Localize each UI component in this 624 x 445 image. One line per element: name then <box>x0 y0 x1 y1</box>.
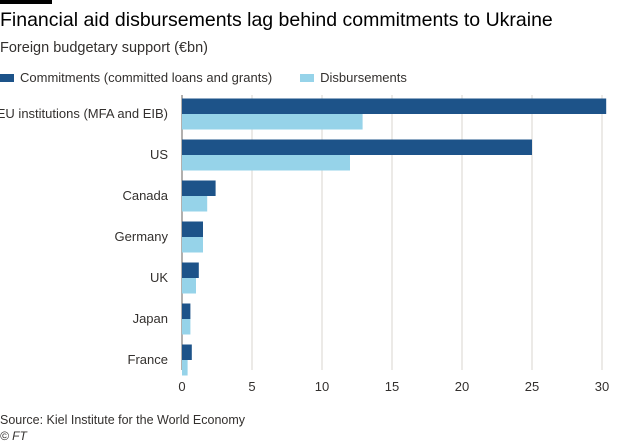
legend-label-commitments: Commitments (committed loans and grants) <box>20 70 273 85</box>
bar-disbursements-germany <box>182 237 203 253</box>
chart-title: Financial aid disbursements lag behind c… <box>0 9 553 31</box>
category-label-us: US <box>150 147 168 162</box>
chart-subtitle: Foreign budgetary support (€bn) <box>0 40 208 56</box>
legend-swatch-disbursements <box>300 73 315 82</box>
category-label-germany: Germany <box>115 229 169 244</box>
x-tick-label-5: 5 <box>248 379 255 394</box>
bar-disbursements-japan <box>182 319 191 335</box>
x-tick-label-0: 0 <box>178 379 185 394</box>
x-tick-label-15: 15 <box>385 379 399 394</box>
legend-label-disbursements: Disbursements <box>320 70 407 85</box>
x-tick-label-20: 20 <box>455 379 469 394</box>
legend-item-disbursements: Disbursements <box>300 70 407 85</box>
brand-rule <box>0 0 52 4</box>
bar-commitments-france <box>182 344 192 360</box>
bar-chart: 0 5 10 15 20 25 30 EU institutions (MFA and EIB… <box>0 95 609 394</box>
bar-disbursements-uk <box>182 278 196 294</box>
bar-commitments-us <box>182 139 532 155</box>
bar-commitments-eu-institutions-mfa-and-eib <box>182 98 607 114</box>
bar-disbursements-france <box>182 360 188 376</box>
x-tick-label-30: 30 <box>595 379 609 394</box>
bar-commitments-canada <box>182 180 216 196</box>
legend-item-commitments: Commitments (committed loans and grants) <box>0 70 272 85</box>
category-label-japan: Japan <box>133 311 168 326</box>
source-note: Source: Kiel Institute for the World Eco… <box>0 413 246 427</box>
bar-disbursements-us <box>182 155 350 171</box>
category-label-france: France <box>128 352 168 367</box>
bar-commitments-japan <box>182 303 191 319</box>
category-label-eu-institutions-mfa-and-eib: EU institutions (MFA and EIB) <box>0 106 168 121</box>
bar-disbursements-canada <box>182 196 208 212</box>
category-label-canada: Canada <box>122 188 168 203</box>
bar-disbursements-eu-institutions-mfa-and-eib <box>182 114 363 130</box>
x-tick-label-25: 25 <box>525 379 539 394</box>
copyright-note: © FT <box>0 429 27 443</box>
chart-legend: Commitments (committed loans and grants)… <box>0 70 435 85</box>
x-tick-label-10: 10 <box>315 379 329 394</box>
category-label-uk: UK <box>150 270 168 285</box>
bar-commitments-uk <box>182 262 199 278</box>
legend-swatch-commitments <box>0 73 14 82</box>
bar-commitments-germany <box>182 221 203 237</box>
